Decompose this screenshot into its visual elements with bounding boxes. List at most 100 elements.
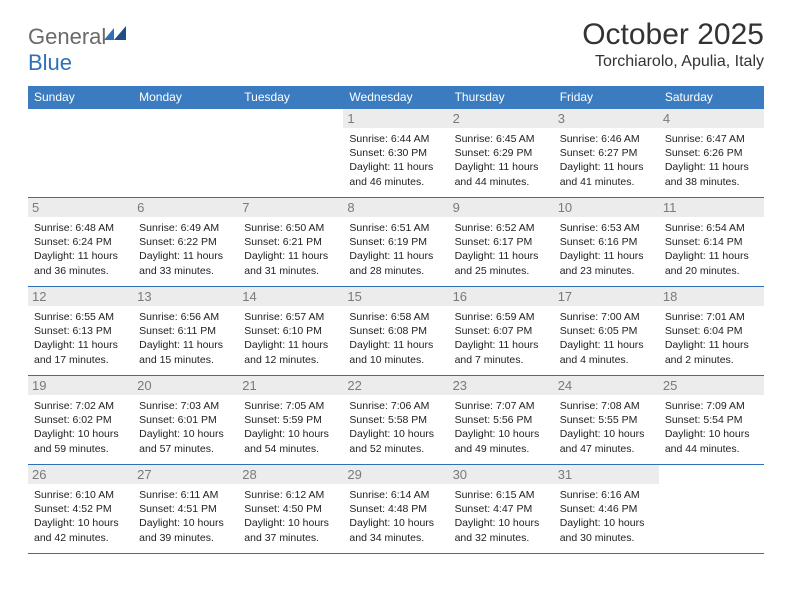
day-cell: 26Sunrise: 6:10 AMSunset: 4:52 PMDayligh… — [28, 465, 133, 553]
day-cell: 4Sunrise: 6:47 AMSunset: 6:26 PMDaylight… — [659, 109, 764, 197]
day-cell: 8Sunrise: 6:51 AMSunset: 6:19 PMDaylight… — [343, 198, 448, 286]
sunset-text: Sunset: 6:29 PM — [455, 146, 548, 160]
daylight-text: Daylight: 11 hours and 15 minutes. — [139, 338, 232, 366]
day-cell: 30Sunrise: 6:15 AMSunset: 4:47 PMDayligh… — [449, 465, 554, 553]
sunrise-text: Sunrise: 7:06 AM — [349, 399, 442, 413]
day-number: 15 — [343, 287, 448, 306]
sunset-text: Sunset: 5:58 PM — [349, 413, 442, 427]
sunrise-text: Sunrise: 6:45 AM — [455, 132, 548, 146]
daylight-text: Daylight: 11 hours and 41 minutes. — [560, 160, 653, 188]
sunrise-text: Sunrise: 6:10 AM — [34, 488, 127, 502]
sunrise-text: Sunrise: 7:09 AM — [665, 399, 758, 413]
sunset-text: Sunset: 6:04 PM — [665, 324, 758, 338]
day-number: 29 — [343, 465, 448, 484]
sunrise-text: Sunrise: 6:55 AM — [34, 310, 127, 324]
day-number: 28 — [238, 465, 343, 484]
day-number: 18 — [659, 287, 764, 306]
day-number: 1 — [343, 109, 448, 128]
day-number: 7 — [238, 198, 343, 217]
sunrise-text: Sunrise: 7:07 AM — [455, 399, 548, 413]
week-row: 12Sunrise: 6:55 AMSunset: 6:13 PMDayligh… — [28, 287, 764, 376]
daylight-text: Daylight: 11 hours and 44 minutes. — [455, 160, 548, 188]
weekday-label: Monday — [133, 86, 238, 109]
day-number: 30 — [449, 465, 554, 484]
sunset-text: Sunset: 6:21 PM — [244, 235, 337, 249]
sunrise-text: Sunrise: 7:02 AM — [34, 399, 127, 413]
daylight-text: Daylight: 11 hours and 23 minutes. — [560, 249, 653, 277]
daylight-text: Daylight: 11 hours and 36 minutes. — [34, 249, 127, 277]
day-cell: 11Sunrise: 6:54 AMSunset: 6:14 PMDayligh… — [659, 198, 764, 286]
sunrise-text: Sunrise: 7:01 AM — [665, 310, 758, 324]
sunrise-text: Sunrise: 6:57 AM — [244, 310, 337, 324]
sunrise-text: Sunrise: 6:51 AM — [349, 221, 442, 235]
day-cell: 13Sunrise: 6:56 AMSunset: 6:11 PMDayligh… — [133, 287, 238, 375]
week-row: ...1Sunrise: 6:44 AMSunset: 6:30 PMDayli… — [28, 109, 764, 198]
daylight-text: Daylight: 10 hours and 32 minutes. — [455, 516, 548, 544]
day-cell: 23Sunrise: 7:07 AMSunset: 5:56 PMDayligh… — [449, 376, 554, 464]
page-title: October 2025 — [582, 18, 764, 51]
sunrise-text: Sunrise: 7:00 AM — [560, 310, 653, 324]
day-cell: 2Sunrise: 6:45 AMSunset: 6:29 PMDaylight… — [449, 109, 554, 197]
sunrise-text: Sunrise: 6:54 AM — [665, 221, 758, 235]
sunset-text: Sunset: 6:01 PM — [139, 413, 232, 427]
sunrise-text: Sunrise: 6:52 AM — [455, 221, 548, 235]
daylight-text: Daylight: 10 hours and 30 minutes. — [560, 516, 653, 544]
day-number: 12 — [28, 287, 133, 306]
daylight-text: Daylight: 11 hours and 7 minutes. — [455, 338, 548, 366]
day-cell: 7 Sunrise: 6:50 AMSunset: 6:21 PMDaylight… — [238, 198, 343, 286]
day-number: 17 — [554, 287, 659, 306]
day-number: 14 — [238, 287, 343, 306]
daylight-text: Daylight: 10 hours and 54 minutes. — [244, 427, 337, 455]
sunrise-text: Sunrise: 7:03 AM — [139, 399, 232, 413]
daylight-text: Daylight: 10 hours and 34 minutes. — [349, 516, 442, 544]
sunset-text: Sunset: 6:16 PM — [560, 235, 653, 249]
day-number: 27 — [133, 465, 238, 484]
day-number: 5 — [28, 198, 133, 217]
sunset-text: Sunset: 6:10 PM — [244, 324, 337, 338]
sunrise-text: Sunrise: 6:50 AM — [244, 221, 337, 235]
day-cell: 12Sunrise: 6:55 AMSunset: 6:13 PMDayligh… — [28, 287, 133, 375]
sunset-text: Sunset: 6:02 PM — [34, 413, 127, 427]
sunset-text: Sunset: 6:05 PM — [560, 324, 653, 338]
daylight-text: Daylight: 11 hours and 4 minutes. — [560, 338, 653, 366]
day-number: 9 — [449, 198, 554, 217]
day-number: 19 — [28, 376, 133, 395]
sunrise-text: Sunrise: 7:08 AM — [560, 399, 653, 413]
day-cell: . — [133, 109, 238, 197]
sunrise-text: Sunrise: 6:44 AM — [349, 132, 442, 146]
day-number: 16 — [449, 287, 554, 306]
sunset-text: Sunset: 6:19 PM — [349, 235, 442, 249]
logo-mark-icon — [104, 24, 126, 49]
sunset-text: Sunset: 6:30 PM — [349, 146, 442, 160]
day-cell: 20Sunrise: 7:03 AMSunset: 6:01 PMDayligh… — [133, 376, 238, 464]
daylight-text: Daylight: 11 hours and 33 minutes. — [139, 249, 232, 277]
day-cell: 16Sunrise: 6:59 AMSunset: 6:07 PMDayligh… — [449, 287, 554, 375]
weeks-grid: ...1Sunrise: 6:44 AMSunset: 6:30 PMDayli… — [28, 109, 764, 554]
sunset-text: Sunset: 4:46 PM — [560, 502, 653, 516]
day-cell: 25Sunrise: 7:09 AMSunset: 5:54 PMDayligh… — [659, 376, 764, 464]
day-number: 8 — [343, 198, 448, 217]
sunset-text: Sunset: 6:24 PM — [34, 235, 127, 249]
day-number: 4 — [659, 109, 764, 128]
sunset-text: Sunset: 6:27 PM — [560, 146, 653, 160]
sunrise-text: Sunrise: 6:46 AM — [560, 132, 653, 146]
sunset-text: Sunset: 5:54 PM — [665, 413, 758, 427]
day-number: 21 — [238, 376, 343, 395]
logo: GeneralBlue — [28, 18, 126, 76]
day-cell: 3Sunrise: 6:46 AMSunset: 6:27 PMDaylight… — [554, 109, 659, 197]
week-row: 26Sunrise: 6:10 AMSunset: 4:52 PMDayligh… — [28, 465, 764, 554]
day-number: 24 — [554, 376, 659, 395]
day-cell: 21Sunrise: 7:05 AMSunset: 5:59 PMDayligh… — [238, 376, 343, 464]
weekday-label: Saturday — [659, 86, 764, 109]
logo-text: GeneralBlue — [28, 24, 126, 76]
daylight-text: Daylight: 11 hours and 25 minutes. — [455, 249, 548, 277]
sunset-text: Sunset: 4:50 PM — [244, 502, 337, 516]
daylight-text: Daylight: 11 hours and 31 minutes. — [244, 249, 337, 277]
day-number: 20 — [133, 376, 238, 395]
weekday-header: SundayMondayTuesdayWednesdayThursdayFrid… — [28, 86, 764, 109]
weekday-label: Tuesday — [238, 86, 343, 109]
weekday-label: Sunday — [28, 86, 133, 109]
day-cell: 31Sunrise: 6:16 AMSunset: 4:46 PMDayligh… — [554, 465, 659, 553]
daylight-text: Daylight: 10 hours and 42 minutes. — [34, 516, 127, 544]
daylight-text: Daylight: 11 hours and 38 minutes. — [665, 160, 758, 188]
